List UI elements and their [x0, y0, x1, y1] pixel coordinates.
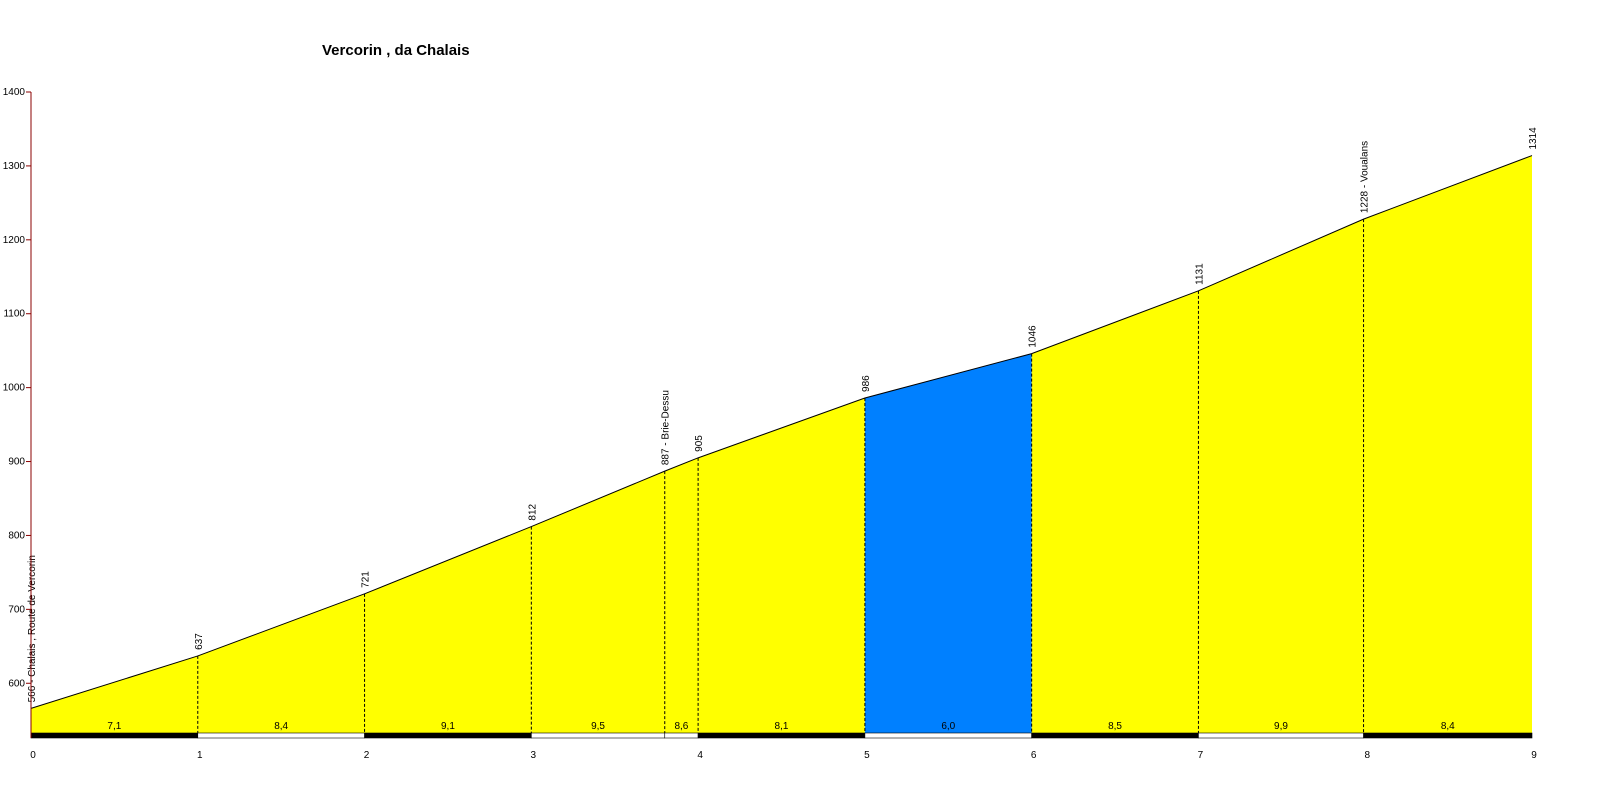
chart-title: Vercorin , da Chalais [322, 42, 470, 59]
distance-bars [30, 732, 1533, 739]
gradient-label-8: 8,5 [1108, 721, 1122, 732]
segment-fill-9 [1198, 219, 1364, 734]
y-tick-label-600: 600 [8, 678, 25, 689]
gradient-label-3: 9,1 [441, 721, 455, 732]
distance-bar-7 [864, 732, 1032, 739]
y-axis: 600 700 800 900 1000 1100 1200 1300 1400 [3, 87, 32, 738]
gradient-label-1: 7,1 [107, 721, 121, 732]
elevation-label-8: 1046 [1028, 325, 1039, 348]
segment-fill-1 [31, 655, 198, 733]
x-tick-label-6: 6 [1031, 750, 1037, 761]
x-tick-label-2: 2 [364, 750, 370, 761]
gradient-label-10: 8,4 [1441, 721, 1455, 732]
segment-fill-10 [1363, 155, 1532, 733]
elevation-label-4: 812 [527, 503, 538, 520]
y-tick-label-1200: 1200 [3, 235, 26, 246]
x-tick-label-9: 9 [1531, 750, 1537, 761]
x-tick-label-4: 4 [697, 750, 703, 761]
y-tick-label-900: 900 [8, 457, 25, 468]
segment-fill-4 [531, 471, 665, 733]
x-tick-label-1: 1 [197, 750, 203, 761]
distance-bar-4 [531, 732, 666, 739]
segment-fill-7 [864, 353, 1032, 733]
gradient-label-7: 6,0 [941, 721, 955, 732]
x-tick-label-8: 8 [1364, 750, 1370, 761]
elevation-label-2: 637 [194, 633, 205, 650]
distance-bar-1 [30, 732, 199, 739]
x-tick-label-0: 0 [30, 750, 36, 761]
elevation-label-7: 986 [861, 375, 872, 392]
drop-lines [197, 219, 1365, 733]
distance-bar-9 [1198, 732, 1364, 739]
gradient-label-4: 9,5 [591, 721, 605, 732]
y-tick-label-1100: 1100 [3, 309, 25, 320]
x-axis: 0 1 2 3 4 5 6 7 8 9 [30, 750, 1537, 761]
y-tick-label-1300: 1300 [3, 161, 26, 172]
gradient-label-2: 8,4 [274, 721, 288, 732]
distance-bar-3 [364, 732, 532, 739]
segment-fill-6 [698, 397, 865, 733]
y-tick-label-800: 800 [8, 530, 25, 541]
distance-bar-6 [697, 732, 866, 739]
elevation-label-1: 566 - Chalais , Route de Vercorin [27, 555, 38, 702]
segment-fill-5 [664, 457, 699, 733]
gradient-label-5: 8,6 [674, 721, 688, 732]
gradient-label-6: 8,1 [775, 721, 789, 732]
profile-fills [31, 155, 1532, 734]
segment-fill-3 [364, 526, 532, 733]
x-tick-label-7: 7 [1198, 750, 1204, 761]
elevation-label-5: 887 - Brie-Dessu [661, 390, 672, 465]
distance-bar-2 [197, 732, 365, 739]
elevation-label-11: 1314 [1528, 127, 1539, 150]
elevation-label-3: 721 [361, 571, 372, 588]
gradient-labels: 7,1 8,4 9,1 9,5 8,6 8,1 6,0 8,5 9,9 8,4 [107, 721, 1455, 732]
elevation-label-10: 1228 - Voualans [1360, 141, 1371, 213]
distance-bar-5 [664, 732, 699, 739]
segment-fill-8 [1031, 290, 1199, 733]
y-tick-label-700: 700 [8, 604, 25, 615]
segment-fill-2 [197, 593, 365, 733]
distance-bar-10 [1363, 732, 1533, 739]
elevation-label-6: 905 [694, 435, 705, 452]
elevation-label-9: 1131 [1194, 263, 1205, 285]
distance-bar-8 [1031, 732, 1199, 739]
x-tick-label-3: 3 [531, 750, 537, 761]
elevation-labels: 566 - Chalais , Route de Vercorin 637 721 8… [27, 127, 1539, 703]
x-tick-label-5: 5 [864, 750, 870, 761]
gradient-label-9: 9,9 [1274, 721, 1288, 732]
y-tick-label-1400: 1400 [3, 87, 26, 98]
y-tick-label-1000: 1000 [3, 383, 26, 394]
